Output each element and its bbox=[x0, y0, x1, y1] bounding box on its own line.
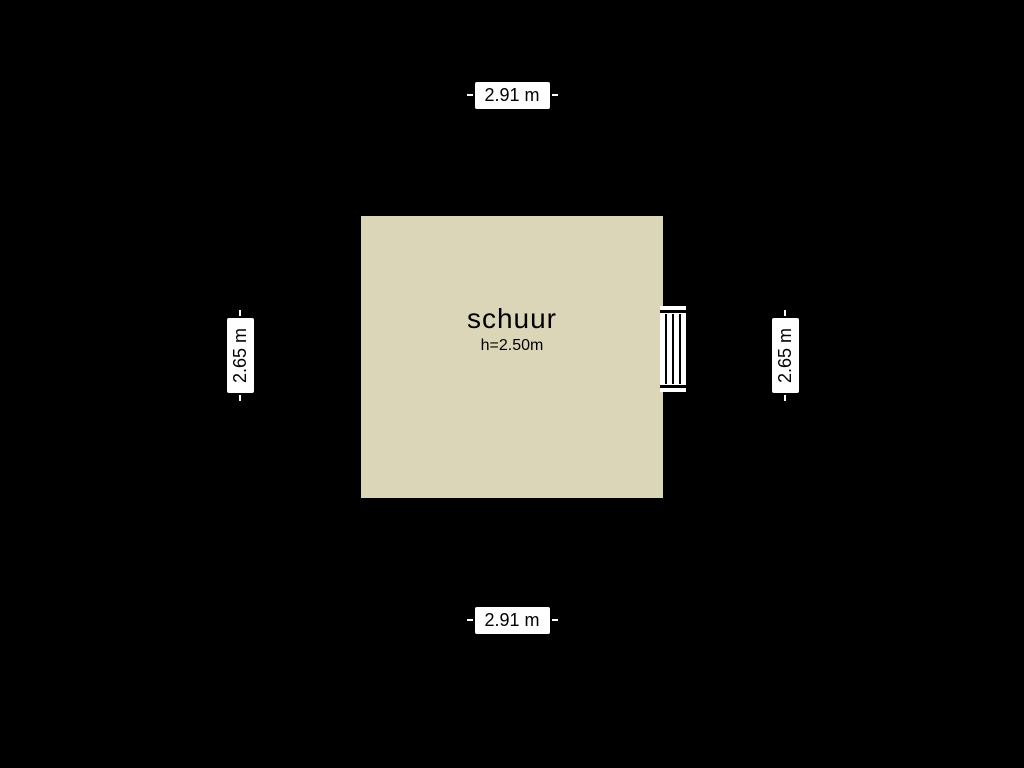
room-label-block: schuur h=2.50m bbox=[361, 303, 663, 355]
room-schuur: schuur h=2.50m bbox=[352, 207, 672, 507]
dim-tick bbox=[467, 94, 473, 96]
dim-tick bbox=[552, 619, 558, 621]
dimension-top: 2.91 m bbox=[475, 82, 550, 109]
dim-tick bbox=[784, 310, 786, 316]
room-height-label: h=2.50m bbox=[361, 337, 663, 355]
floorplan-canvas: schuur h=2.50m 2.91 m 2.91 m 2.65 m 2.65… bbox=[0, 0, 1024, 768]
dimension-right: 2.65 m bbox=[772, 317, 799, 392]
dim-tick bbox=[467, 619, 473, 621]
dim-tick bbox=[239, 310, 241, 316]
dimension-bottom: 2.91 m bbox=[475, 607, 550, 634]
room-name: schuur bbox=[361, 303, 663, 335]
dim-tick bbox=[552, 94, 558, 96]
dim-tick bbox=[784, 395, 786, 401]
dim-tick bbox=[239, 395, 241, 401]
dimension-left: 2.65 m bbox=[227, 317, 254, 392]
door-feature bbox=[660, 310, 686, 388]
